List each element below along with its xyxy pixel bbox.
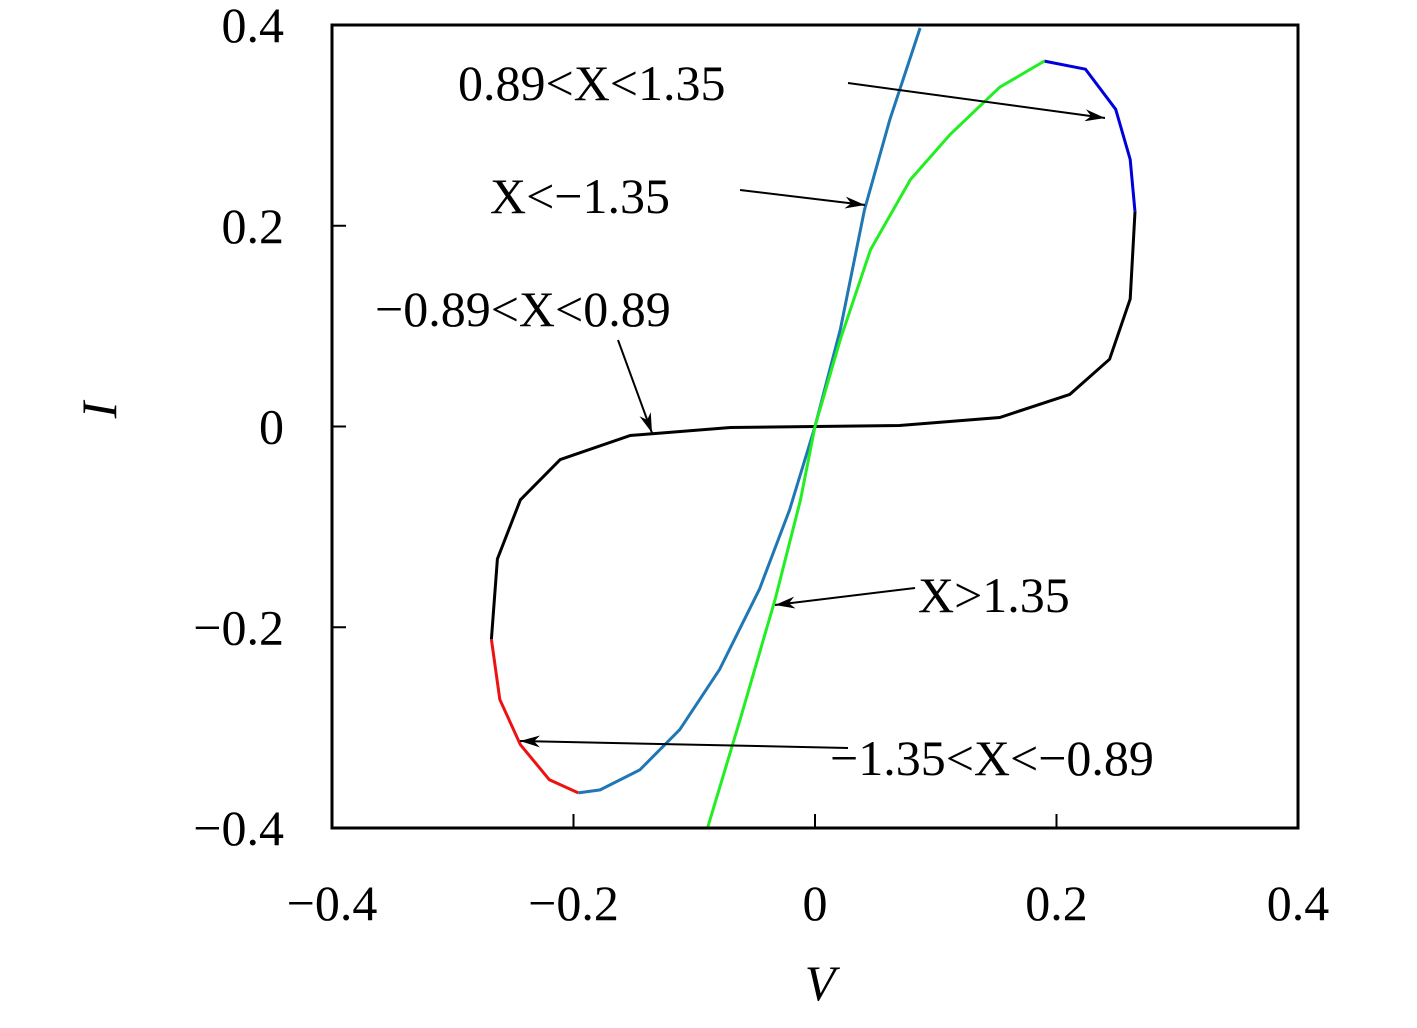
annotation: X<−1.35 bbox=[490, 168, 670, 224]
annotation: −1.35<X<−0.89 bbox=[830, 730, 1154, 786]
y-tick-label: 0 bbox=[259, 399, 284, 455]
x-tick-label: 0 bbox=[803, 875, 828, 931]
annotation-arrow bbox=[739, 189, 866, 209]
annotation-arrow bbox=[847, 82, 1106, 122]
x-tick-label: −0.4 bbox=[287, 875, 378, 931]
y-tick-label: −0.2 bbox=[193, 599, 284, 655]
curve bbox=[578, 27, 922, 795]
y-axis-label: I bbox=[71, 399, 127, 419]
x-tick-label: −0.2 bbox=[528, 875, 619, 931]
x-axis-label: V bbox=[805, 955, 841, 1011]
x-tick-label: 0.2 bbox=[1025, 875, 1088, 931]
x-tick-label: 0.4 bbox=[1267, 875, 1330, 931]
annotation-arrow bbox=[519, 735, 849, 749]
y-tick-label: 0.2 bbox=[222, 198, 285, 254]
plot-area bbox=[489, 27, 1137, 828]
y-tick-label: 0.4 bbox=[222, 0, 285, 53]
curve bbox=[1044, 59, 1137, 212]
curve bbox=[706, 59, 1046, 828]
y-tick-label: −0.4 bbox=[193, 800, 284, 856]
curve bbox=[489, 639, 579, 795]
annotation: 0.89<X<1.35 bbox=[458, 55, 726, 111]
annotation-arrow bbox=[774, 587, 916, 609]
plot-frame bbox=[330, 23, 1300, 830]
annotation: −0.89<X<0.89 bbox=[375, 281, 671, 337]
annotation-arrow bbox=[617, 339, 653, 434]
annotation: X>1.35 bbox=[918, 567, 1070, 623]
